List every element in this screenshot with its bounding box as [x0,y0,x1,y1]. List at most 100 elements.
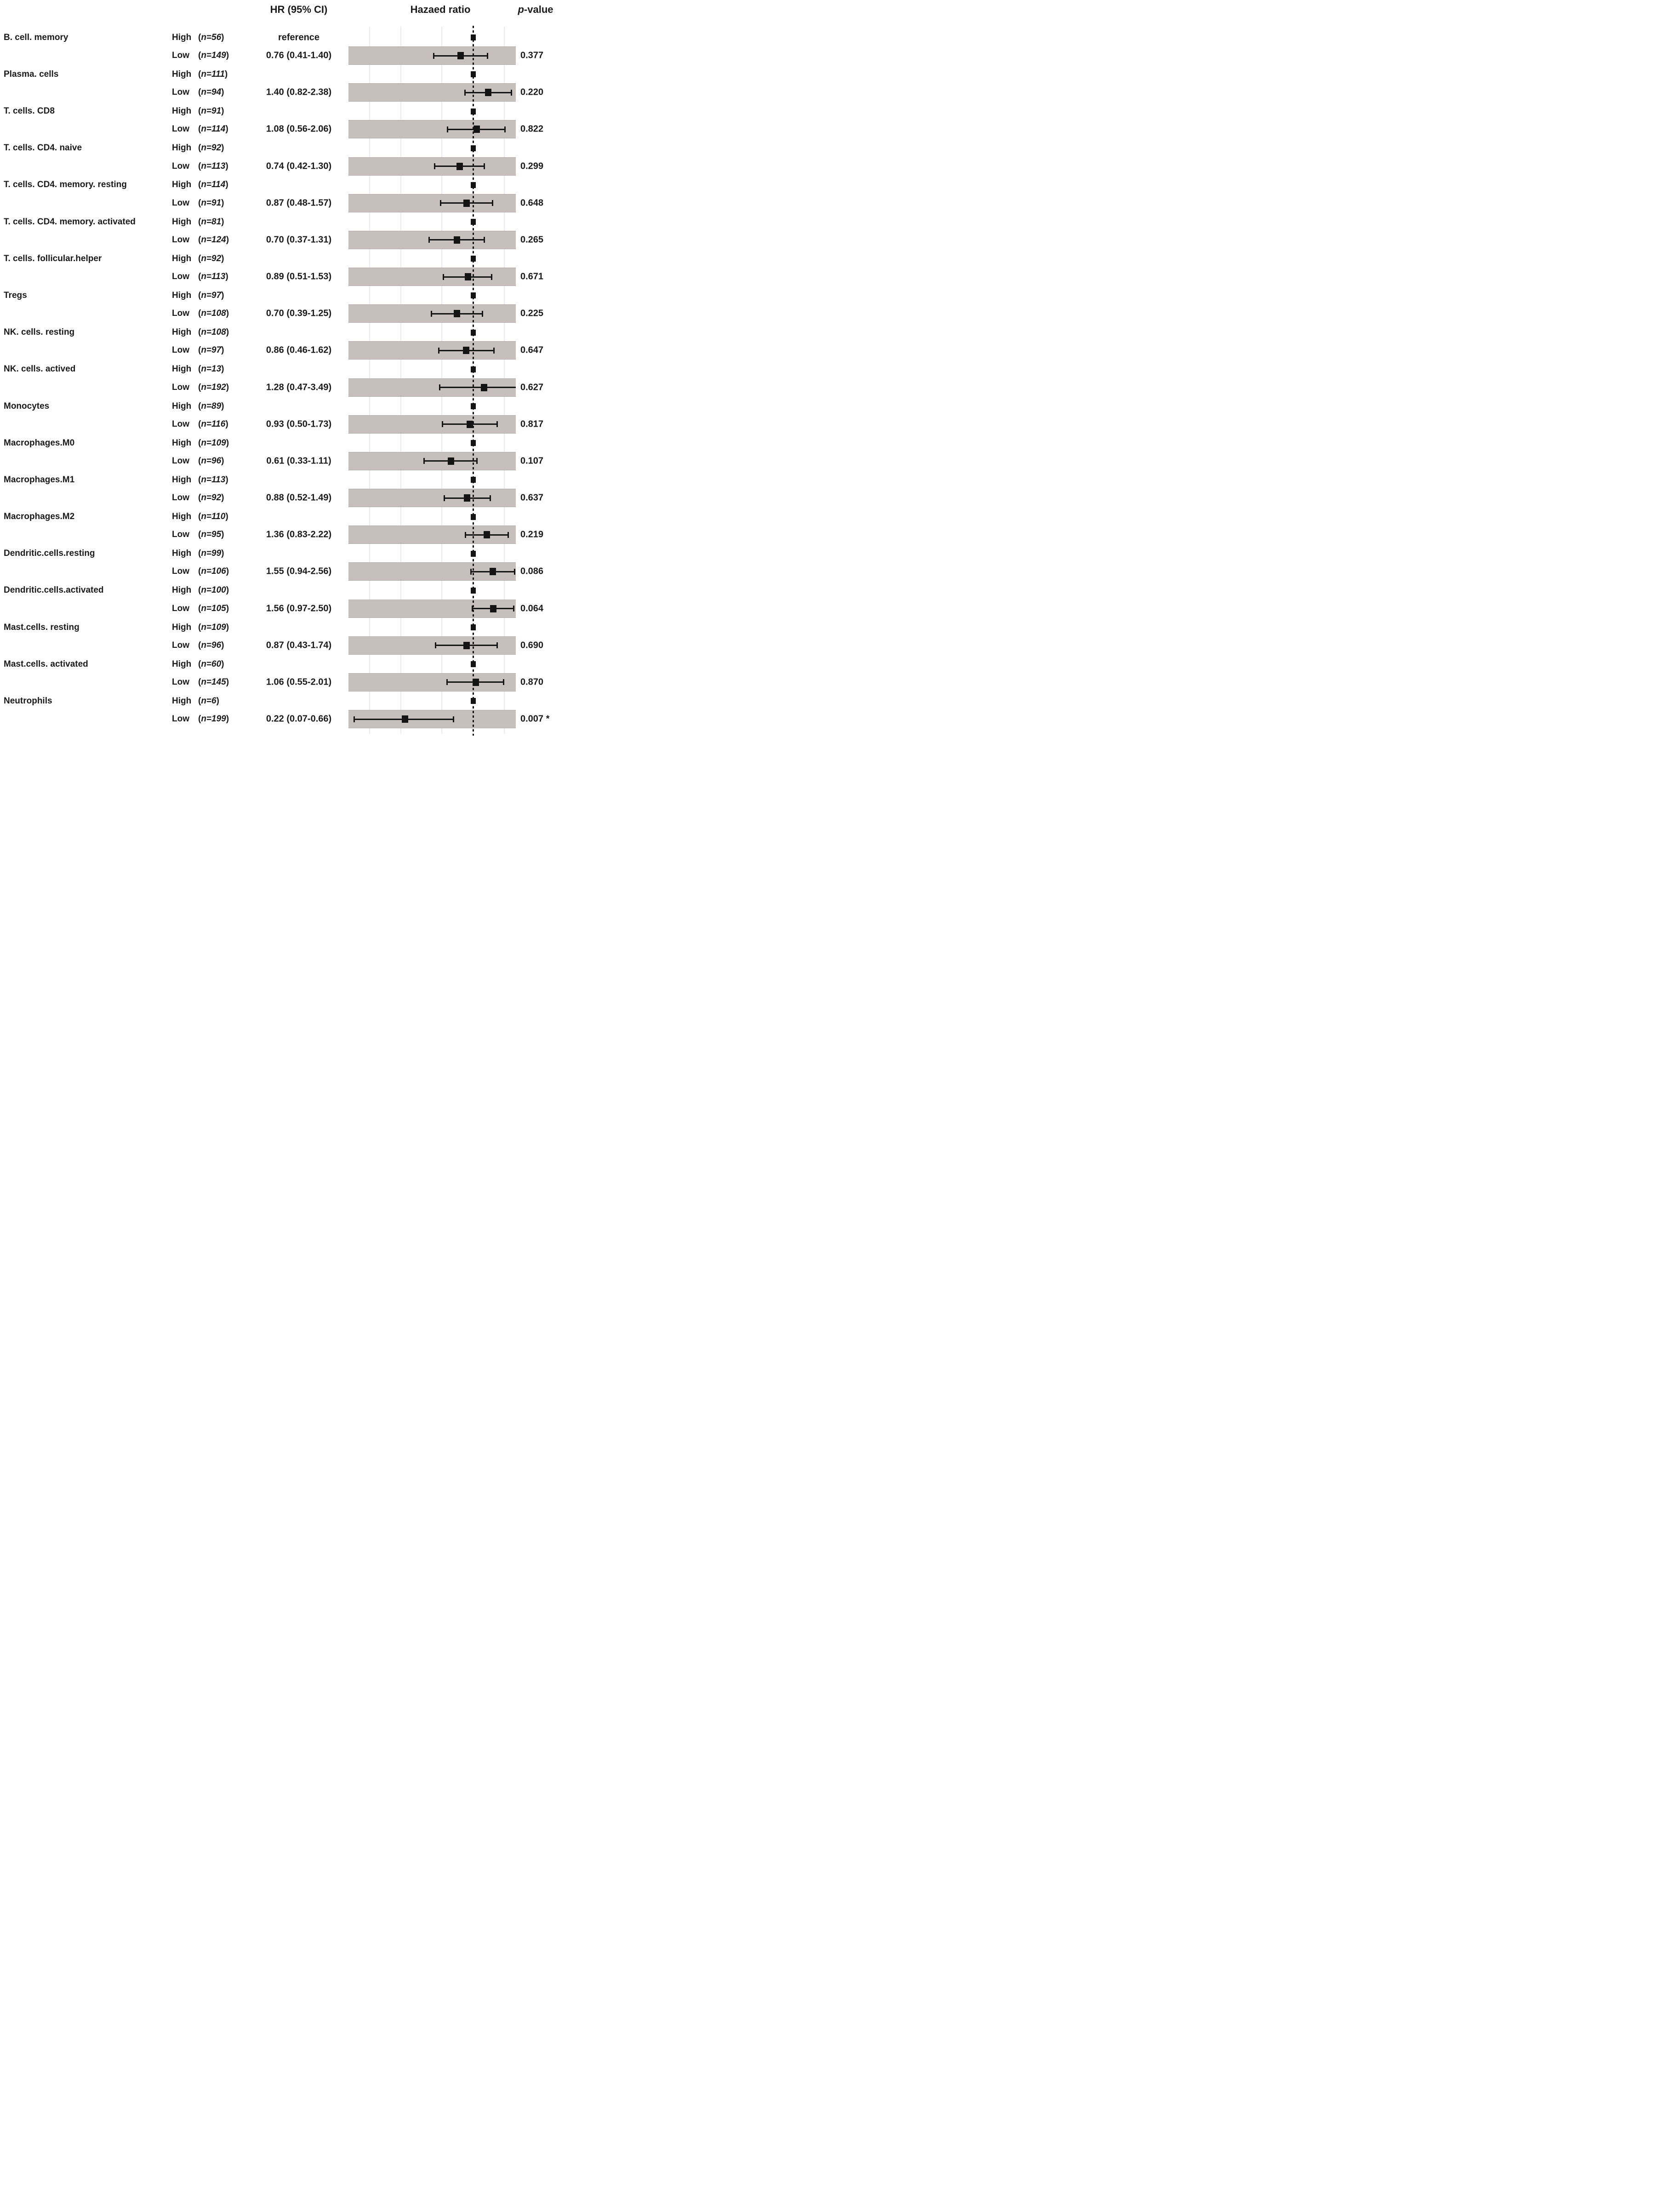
arm-word: Low [172,309,189,319]
cell-type-label: T. cells. CD8 [4,106,55,116]
cell-type-label: T. cells. CD4. memory. activated [4,217,136,227]
arm-label-high: High (n=60) [172,659,224,669]
arm-label-high: High (n=108) [172,327,229,337]
arm-label-low: Low (n=114) [172,124,228,134]
arm-word: Low [172,456,189,466]
column-header-hr-ci: HR (95% CI) [270,4,328,15]
arm-word: Low [172,198,189,208]
arm-word: High [172,106,192,116]
p-value: 0.627 [520,382,544,393]
ci-cap-right [508,532,509,538]
ci-cap-right [492,200,494,206]
arm-word: High [172,217,192,227]
cell-type-label: NK. cells. resting [4,327,75,337]
ci-cap-right [513,568,515,575]
ci-cap-right [486,52,488,59]
ci-cap-left [423,458,425,464]
ci-cap-right [496,421,498,428]
hr-marker [490,605,496,612]
hr-ci-value: 0.93 (0.50-1.73) [266,419,332,429]
hr-marker [464,494,471,502]
hr-marker [454,236,461,244]
cell-type-label: Macrophages.M0 [4,438,75,448]
arm-label-high: High (n=56) [172,32,224,42]
ci-cap-right [490,495,491,501]
ci-cap-right [483,163,485,169]
arm-label-low: Low (n=149) [172,51,229,60]
arm-label-high: High (n=109) [172,622,229,632]
ci-cap-left [428,237,430,243]
arm-word: Low [172,345,189,355]
hr-ci-value: 1.08 (0.56-2.06) [266,124,332,134]
arm-label-high: High (n=92) [172,253,224,263]
arm-label-low: Low (n=116) [172,419,228,429]
cell-type-label: Mast.cells. activated [4,659,88,669]
arm-word: High [172,253,192,263]
hr-ci-value: 1.40 (0.82-2.38) [266,87,332,97]
p-value: 0.870 [520,677,544,687]
p-value: 0.377 [520,50,544,61]
arm-word: Low [172,603,189,613]
ci-cap-left [438,347,440,354]
cell-type-label: Dendritic.cells.activated [4,585,104,595]
hr-marker [481,383,488,391]
p-value: 0.648 [520,198,544,208]
hr-marker [463,641,470,649]
arm-label-low: Low (n=192) [172,382,229,392]
ci-cap-right [496,642,498,649]
ci-cap-left [439,384,441,391]
arm-word: Low [172,382,189,392]
arm-word: High [172,438,192,448]
hr-marker [464,273,471,281]
arm-word: Low [172,419,189,429]
ci-cap-left [470,568,472,575]
arm-word: Low [172,530,189,540]
cell-type-label: T. cells. CD4. naive [4,143,82,153]
hr-ci-value: 0.22 (0.07-0.66) [266,714,332,724]
hr-marker [457,52,464,59]
p-value: 0.671 [520,271,544,282]
hr-ci-value: 0.61 (0.33-1.11) [266,456,331,466]
p-value: 0.225 [520,308,544,319]
p-value: 0.817 [520,419,544,429]
hr-ci-value: 1.55 (0.94-2.56) [266,566,332,577]
arm-word: Low [172,272,189,282]
ci-error-bar [439,387,516,389]
cell-type-label: Macrophages.M2 [4,512,75,521]
hr-ci-value: 0.76 (0.41-1.40) [266,50,332,61]
p-value: 0.822 [520,124,544,134]
p-value: 0.007 * [520,714,550,724]
ci-cap-left [443,274,445,280]
arm-word: High [172,364,192,374]
cell-type-label: B. cell. memory [4,32,68,42]
arm-word: High [172,69,192,79]
arm-word: High [172,474,192,485]
p-value: 0.265 [520,234,544,245]
arm-label-low: Low (n=91) [172,198,224,208]
hr-marker [472,678,479,686]
ci-cap-right [453,716,455,722]
arm-word: Low [172,566,189,577]
arm-word: High [172,696,192,706]
hr-ci-value: 0.74 (0.42-1.30) [266,161,332,171]
hr-marker [456,162,463,170]
reference-line [472,26,474,736]
ci-cap-left [446,679,448,686]
ci-cap-right [484,237,485,243]
arm-label-low: Low (n=106) [172,566,229,577]
p-value: 0.299 [520,161,544,171]
cell-type-label: Tregs [4,290,27,300]
hr-marker [401,715,408,723]
arm-label-low: Low (n=96) [172,456,224,466]
arm-label-high: High (n=91) [172,106,224,116]
hr-marker [463,347,470,354]
arm-label-high: High (n=92) [172,143,224,153]
hr-ci-value: 0.70 (0.37-1.31) [266,234,332,245]
ci-cap-right [491,274,492,280]
hr-marker [473,126,480,133]
arm-label-high: High (n=89) [172,401,224,411]
hr-ci-value: 0.86 (0.46-1.62) [266,345,332,355]
arm-label-high: High (n=111) [172,69,228,79]
p-value: 0.064 [520,603,544,614]
arm-word: Low [172,714,189,724]
